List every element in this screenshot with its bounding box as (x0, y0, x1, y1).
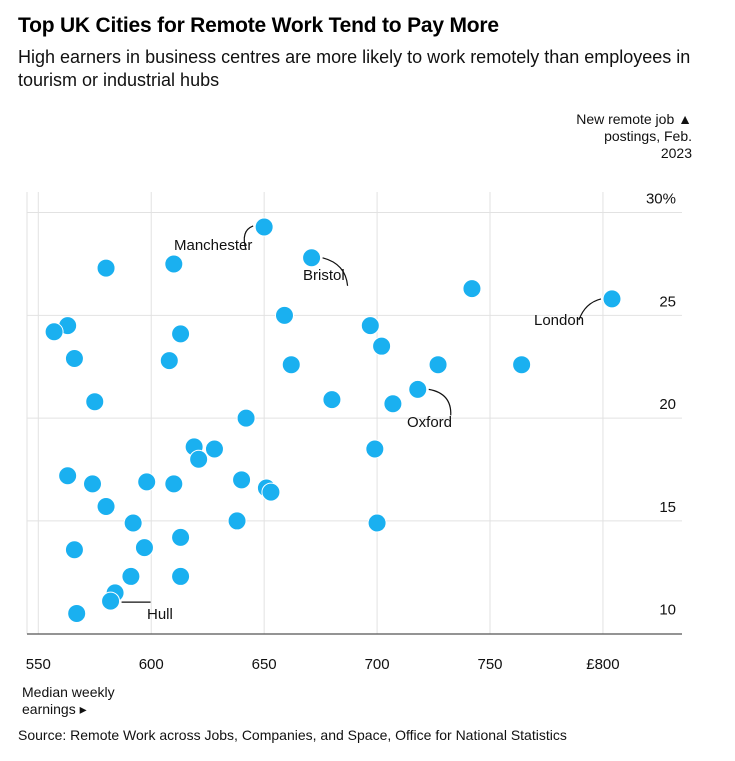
data-point (164, 474, 184, 494)
data-point (164, 254, 184, 274)
y-axis-title: New remote job ▲ (576, 111, 692, 127)
x-tick-label: 750 (478, 656, 503, 673)
data-point (236, 408, 256, 428)
data-point (254, 217, 274, 237)
data-point (261, 482, 281, 502)
x-axis-title: Median weekly (22, 684, 115, 700)
x-tick-label: 550 (26, 656, 51, 673)
annotation-label: Manchester (174, 237, 252, 254)
data-point (512, 355, 532, 375)
annotations: Manchester Bristol London Oxford Hull (121, 225, 602, 623)
annotation-arrow (428, 388, 452, 416)
data-point (101, 591, 121, 611)
data-point (64, 540, 84, 560)
data-point (171, 324, 191, 344)
x-tick-label: 600 (139, 656, 164, 673)
data-point (227, 511, 247, 531)
data-point (360, 316, 380, 336)
data-points (44, 217, 622, 623)
data-point (232, 470, 252, 490)
axis-labels: 10 15 20 25 30% 550 600 650 700 750 £800 New remote… (22, 111, 692, 717)
y-tick-label: 10 (659, 602, 676, 619)
data-point (322, 390, 342, 410)
data-point (121, 566, 141, 586)
annotation-arrow (243, 225, 254, 251)
data-point (123, 513, 143, 533)
annotation-arrow (578, 298, 602, 321)
data-point (44, 322, 64, 342)
data-point (281, 355, 301, 375)
annotation-label: Oxford (407, 414, 452, 431)
data-point (367, 513, 387, 533)
data-point (302, 248, 322, 268)
y-tick-label: 20 (659, 396, 676, 413)
annotation-arrow (322, 257, 349, 286)
grid-lines (27, 192, 682, 634)
chart-subtitle: High earners in business centres are mor… (18, 47, 691, 90)
data-point (134, 538, 154, 558)
annotation-label: Bristol (303, 267, 345, 284)
x-tick-label: 650 (252, 656, 277, 673)
data-point (372, 336, 392, 356)
source-note: Source: Remote Work across Jobs, Compani… (18, 727, 567, 743)
y-axis-title: postings, Feb. (604, 128, 692, 144)
data-point (428, 355, 448, 375)
chart-title: Top UK Cities for Remote Work Tend to Pa… (18, 14, 499, 37)
y-axis-title: 2023 (661, 145, 692, 161)
data-point (64, 349, 84, 369)
x-tick-label: £800 (586, 656, 619, 673)
data-point (602, 289, 622, 309)
x-axis-title: earnings ▸ (22, 701, 87, 717)
data-point (274, 305, 294, 325)
data-point (408, 379, 428, 399)
data-point (137, 472, 157, 492)
data-point (365, 439, 385, 459)
y-tick-label: 15 (659, 499, 676, 516)
data-point (204, 439, 224, 459)
data-point (171, 527, 191, 547)
data-point (85, 392, 105, 412)
axes (26, 192, 682, 635)
annotation-label: London (534, 312, 584, 329)
data-point (383, 394, 403, 414)
data-point (96, 497, 116, 517)
data-point (171, 566, 191, 586)
data-point (159, 351, 179, 371)
data-point (96, 258, 116, 278)
x-tick-label: 700 (365, 656, 390, 673)
data-point (67, 603, 87, 623)
data-point (58, 466, 78, 486)
data-point (462, 279, 482, 299)
y-tick-label: 30% (646, 191, 676, 208)
annotation-label: Hull (147, 606, 173, 623)
data-point (83, 474, 102, 494)
data-point (189, 449, 209, 469)
y-tick-label: 25 (659, 293, 676, 310)
